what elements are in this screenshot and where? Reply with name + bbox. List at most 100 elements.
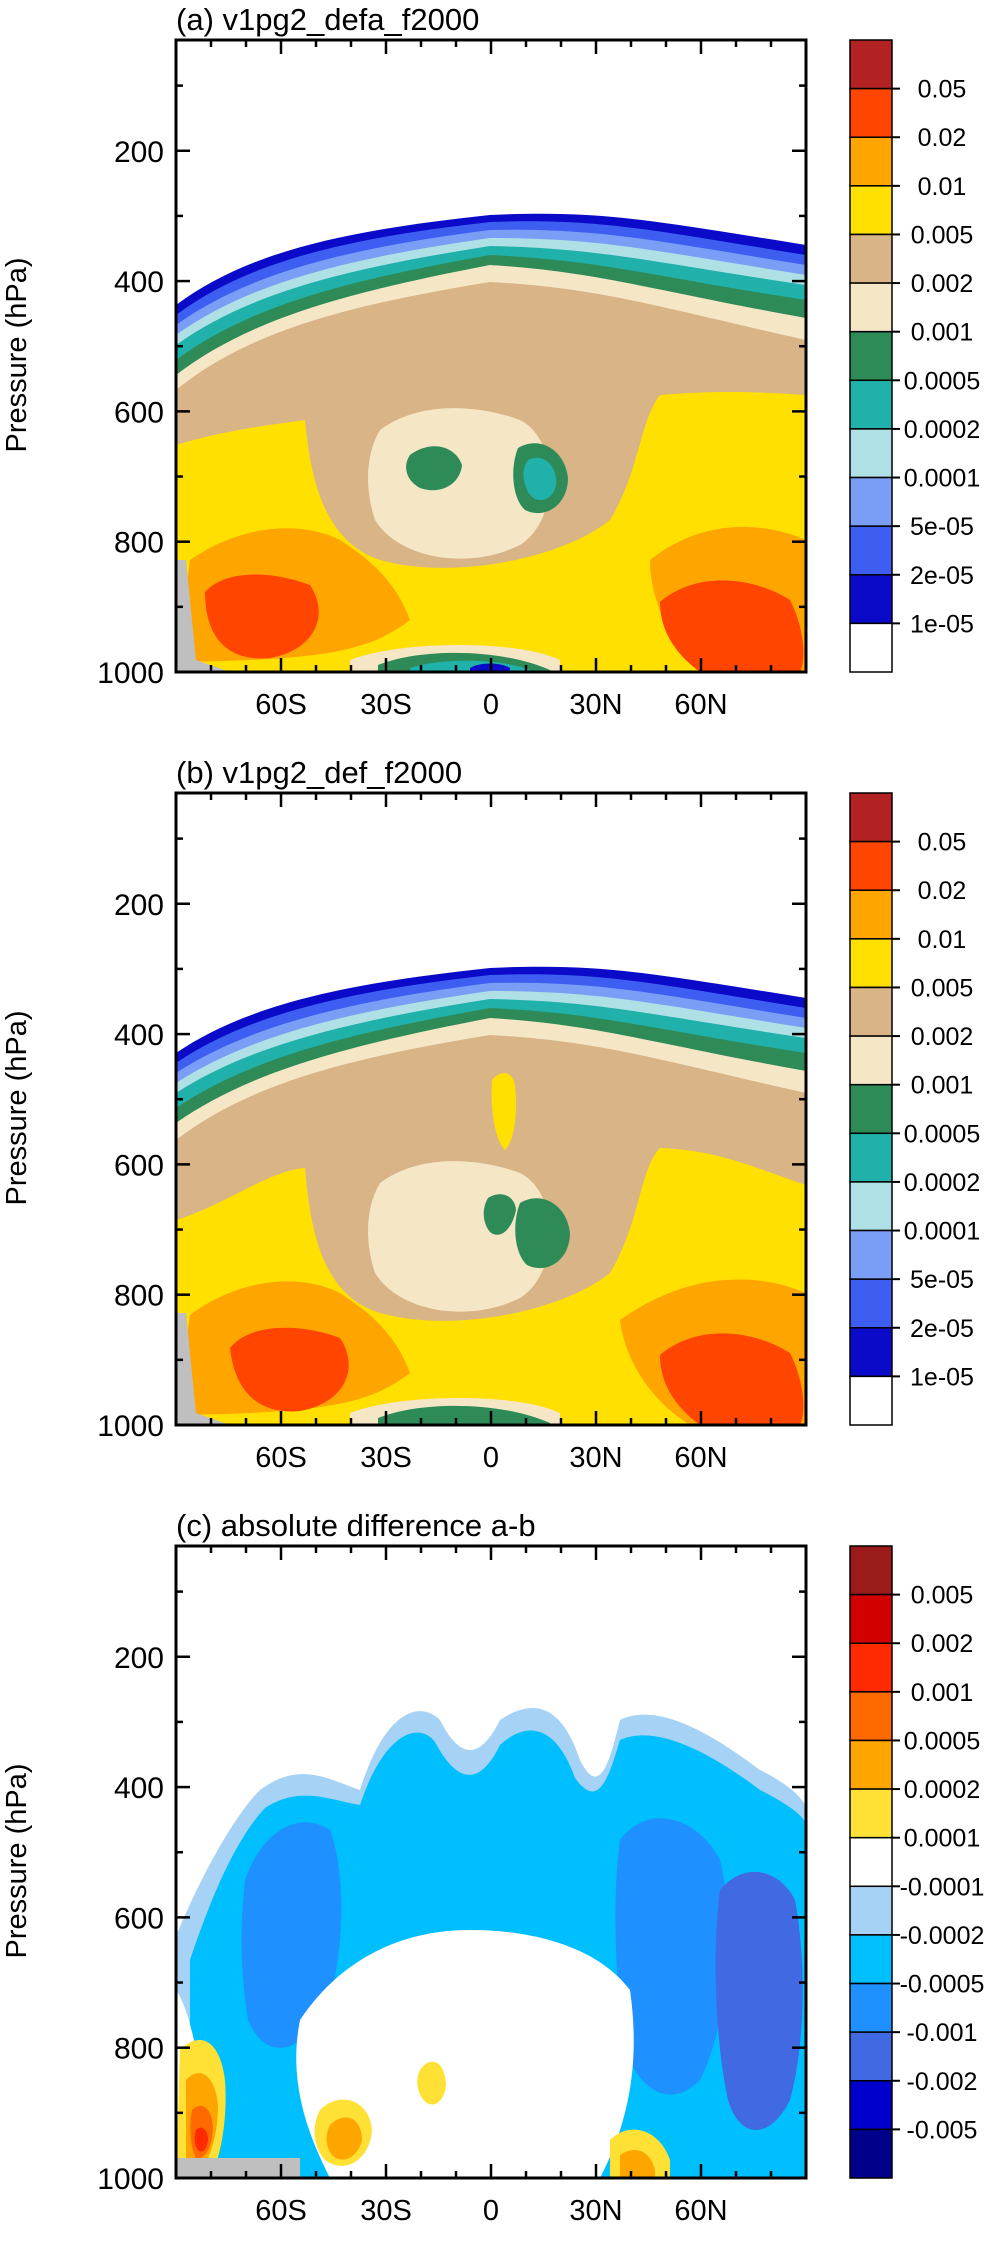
colorbar-swatch [849, 840, 893, 891]
missing-data-region [176, 560, 230, 672]
x-tick-label: 60S [255, 2195, 307, 2227]
panel-c-title: (c) absolute difference a-b [176, 1508, 536, 1543]
colorbar-label: 0.05 [918, 829, 967, 857]
colorbar-label: 5e-05 [910, 513, 974, 541]
colorbar-swatch [849, 1545, 893, 1596]
colorbar-label: 0.0002 [904, 1169, 980, 1197]
colorbar-swatch [849, 87, 893, 138]
colorbar-swatch [849, 938, 893, 989]
x-tick-label: 60N [674, 2195, 727, 2227]
x-tick-label: 60N [674, 689, 727, 721]
y-tick-label: 800 [114, 527, 164, 560]
colorbar-swatch [849, 986, 893, 1037]
colorbar-label: 2e-05 [910, 562, 974, 590]
band-0.0005-islands [378, 1194, 570, 1425]
y-tick-label: 800 [114, 1280, 164, 1313]
colorbar-swatch [849, 1836, 893, 1888]
y-tick-label: 600 [114, 1902, 164, 1935]
y-tick-label: 200 [114, 136, 164, 169]
band-0.02 [205, 574, 804, 672]
band-minus-0.002 [715, 1871, 803, 2130]
colorbar-swatch [849, 330, 893, 382]
colorbar-label: 0.001 [911, 319, 974, 347]
panel-b-contours [176, 966, 806, 1425]
colorbar-label: 0.01 [918, 173, 967, 201]
missing-data-region [176, 2158, 300, 2178]
y-tick-label: 1000 [97, 1410, 164, 1443]
colorbar-swatch [849, 185, 893, 236]
band-0.0002-islands [410, 457, 557, 672]
x-tick-label: 30S [360, 1442, 412, 1474]
panel-a-ylabel: Pressure (hPa) [1, 257, 33, 452]
x-tick-label: 60N [674, 1442, 727, 1474]
colorbar-swatch [849, 379, 893, 430]
colorbar-label: -0.005 [907, 2116, 978, 2144]
band-0.005-tongue [491, 1073, 517, 1150]
panel-a-y-ticks: 200 400 600 800 1000 [97, 84, 806, 690]
x-tick-label: 0 [483, 689, 499, 721]
colorbar-label: 0.0005 [904, 1120, 980, 1148]
y-tick-label: 1000 [97, 657, 164, 690]
y-tick-label: 400 [114, 266, 164, 299]
panel-b-title: (b) v1pg2_def_f2000 [176, 755, 462, 790]
colorbar-swatch [849, 1035, 893, 1086]
panel-c-contours [176, 1708, 806, 2178]
colorbar-label: 1e-05 [910, 610, 974, 638]
band-0.001 [194, 2127, 208, 2152]
x-tick-label: 60S [255, 689, 307, 721]
colorbar-label: 1e-05 [910, 1363, 974, 1391]
colorbar-label: -0.002 [907, 2068, 978, 2096]
panel-a: (a) v1pg2_defa_f2000 200 400 600 800 1000 60… [1, 2, 980, 721]
colorbar-swatch [849, 1788, 893, 1839]
panel-b-colorbar: 0.05 0.02 0.01 0.005 0.002 0.001 0.0005 0.0002 0… [849, 792, 980, 1426]
colorbar-label: -0.0002 [900, 1922, 985, 1950]
panel-a-contours [176, 213, 806, 672]
panel-a-colorbar: 0.05 0.02 0.01 0.005 0.002 0.001 0.0005 0.0002 0… [849, 39, 980, 673]
band-0.001-mid [350, 408, 560, 672]
x-tick-label: 0 [483, 2195, 499, 2227]
colorbar-swatch [849, 1229, 893, 1280]
x-tick-label: 30S [360, 2195, 412, 2227]
y-tick-label: 800 [114, 2033, 164, 2066]
colorbar-swatch [849, 1083, 893, 1135]
colorbar-label: 0.0001 [904, 1218, 980, 1246]
colorbar-swatch [849, 792, 893, 843]
panel-b-ylabel: Pressure (hPa) [1, 1010, 33, 1205]
colorbar-label: 0.05 [918, 76, 967, 104]
panel-a-x-ticks: 60S 30S 0 30N 60N [174, 40, 808, 721]
panel-c-colorbar: 0.005 0.002 0.001 0.0005 0.0002 0.0001 -0.0001… [849, 1545, 985, 2179]
colorbar-label: 0.01 [918, 926, 967, 954]
colorbar-label: 0.0002 [904, 416, 980, 444]
colorbar-swatch [849, 1132, 893, 1183]
colorbar-swatch [849, 1642, 893, 1693]
colorbar-label: 2e-05 [910, 1315, 974, 1343]
colorbar-label: -0.001 [907, 2019, 978, 2047]
colorbar-swatch [849, 476, 893, 527]
y-tick-label: 200 [114, 889, 164, 922]
colorbar-label: 0.002 [911, 270, 974, 298]
panel-a-title: (a) v1pg2_defa_f2000 [176, 2, 479, 37]
colorbar-label: 0.001 [911, 1072, 974, 1100]
colorbar-swatch [849, 1375, 893, 1426]
colorbar-label: 0.02 [918, 124, 967, 152]
colorbar-label: 0.02 [918, 877, 967, 905]
panel-c-y-ticks: 200 400 600 800 1000 [97, 1590, 806, 2196]
colorbar-swatch [849, 1181, 893, 1232]
colorbar-swatch [849, 428, 893, 479]
colorbar-label: 0.0001 [904, 1825, 980, 1853]
colorbar-swatch [849, 2080, 893, 2131]
x-tick-label: 30S [360, 689, 412, 721]
colorbar-label: 0.002 [911, 1630, 974, 1658]
colorbar-swatch [849, 1593, 893, 1644]
colorbar-swatch [849, 282, 893, 333]
missing-data-region [176, 1313, 230, 1425]
panel-c-x-ticks: 60S 30S 0 30N 60N [174, 1546, 808, 2227]
band-neutral-white [176, 1930, 634, 2178]
colorbar-swatch [849, 1982, 893, 2033]
colorbar-swatch [849, 2128, 893, 2179]
colorbar-label: 5e-05 [910, 1266, 974, 1294]
colorbar-swatch [849, 233, 893, 284]
colorbar-swatch [849, 1691, 893, 1742]
panel-b-x-ticks: 60S 30S 0 30N 60N [174, 793, 808, 1474]
colorbar-swatch [849, 1885, 893, 1936]
